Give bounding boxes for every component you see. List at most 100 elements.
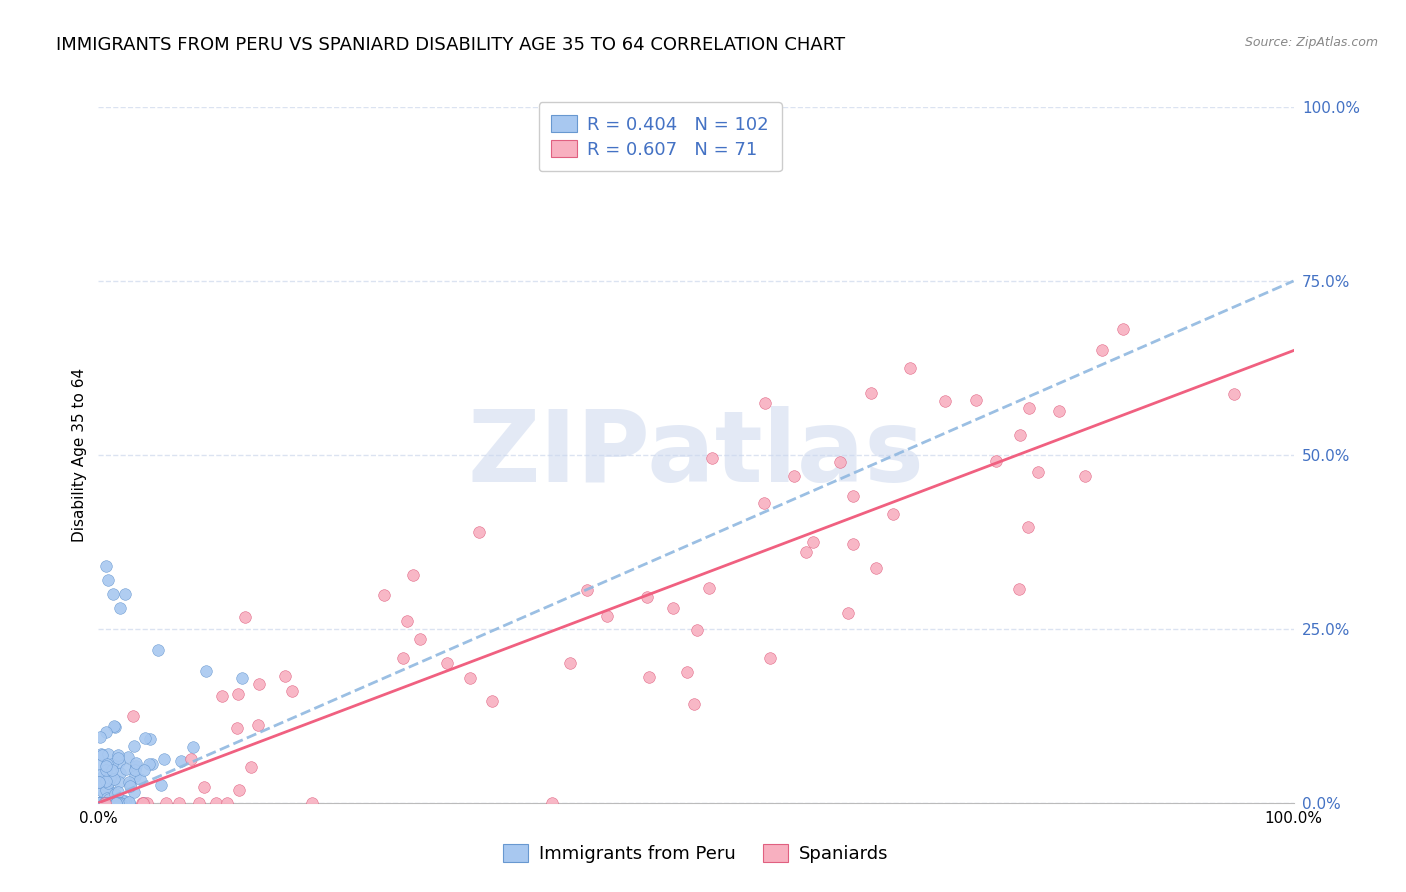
Point [1017,520,1039,534]
Point [125,756,148,771]
Point [702,451,724,466]
Point [89,775,111,789]
Point [100,764,122,779]
Point [101,763,124,777]
Point [124,785,146,799]
Point [274,669,297,683]
Point [132,763,155,777]
Point [125,759,148,773]
Point [195,664,218,678]
Point [104,720,127,734]
Point [93,772,115,786]
Point [94,796,117,810]
Point [118,796,141,810]
Point [211,689,233,703]
Point [205,796,228,810]
Point [94,559,117,574]
Point [842,489,865,503]
Point [395,614,418,628]
Point [96,764,118,778]
Point [662,600,685,615]
Point [132,796,155,810]
Point [181,739,204,754]
Point [107,796,129,810]
Point [90,796,112,810]
Point [134,731,156,745]
Point [1222,386,1244,401]
Point [131,796,153,810]
Point [103,772,125,787]
Point [89,768,111,782]
Point [136,796,159,810]
Point [107,785,129,799]
Point [108,601,131,615]
Point [1047,404,1070,418]
Point [93,796,115,810]
Point [97,573,120,587]
Point [112,796,135,810]
Point [458,671,481,685]
Point [138,756,160,771]
Point [801,535,824,549]
Point [754,396,776,410]
Point [1010,428,1032,442]
Point [794,545,817,559]
Point [96,756,118,771]
Point [89,796,111,810]
Point [98,791,121,805]
Point [636,590,658,604]
Point [96,779,118,793]
Point [226,687,249,701]
Point [120,777,142,791]
Point [1018,401,1040,415]
Point [104,796,127,810]
Point [122,739,145,753]
Point [141,757,163,772]
Point [149,778,172,792]
Point [686,623,709,637]
Point [108,796,131,810]
Point [94,758,117,772]
Point [934,394,956,409]
Legend: Immigrants from Peru, Spaniards: Immigrants from Peru, Spaniards [496,837,896,871]
Point [1074,468,1097,483]
Point [233,610,256,624]
Point [96,790,118,805]
Point [87,796,110,810]
Point [758,650,780,665]
Point [100,787,122,801]
Point [865,560,887,574]
Point [1112,322,1135,336]
Point [115,762,138,776]
Point [89,796,111,810]
Point [104,796,127,810]
Point [87,774,110,789]
Point [97,796,120,810]
Point [170,754,193,768]
Point [124,769,146,783]
Point [226,721,249,735]
Point [100,756,122,771]
Point [101,587,124,601]
Point [541,796,564,810]
Point [408,632,430,646]
Point [402,567,425,582]
Point [103,718,125,732]
Point [882,508,904,522]
Point [596,609,619,624]
Point [1026,465,1049,479]
Point [114,587,136,601]
Point [89,796,111,810]
Point [280,684,302,698]
Point [91,747,114,762]
Point [94,774,117,789]
Point [1008,582,1031,596]
Point [167,796,190,810]
Point [110,796,132,810]
Point [682,697,704,711]
Point [97,796,120,810]
Point [228,783,250,797]
Point [155,796,177,810]
Point [837,606,859,620]
Point [87,796,110,810]
